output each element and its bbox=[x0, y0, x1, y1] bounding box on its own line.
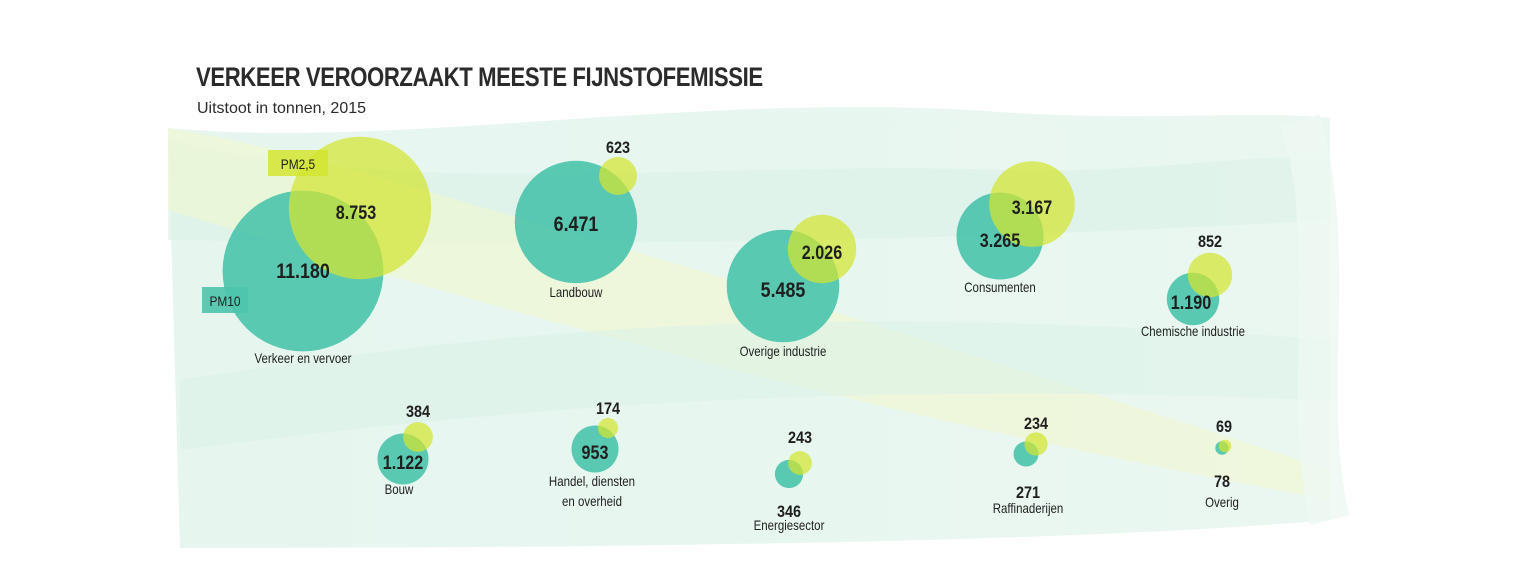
legend-pm25-label: PM2,5 bbox=[281, 156, 315, 172]
pm25-value-label: 8.753 bbox=[336, 202, 377, 224]
pm25-bubble bbox=[1218, 439, 1232, 453]
pm10-value-label: 3.265 bbox=[980, 230, 1021, 252]
pm25-value-label: 623 bbox=[606, 139, 630, 157]
category-label: Overig bbox=[1205, 494, 1239, 510]
pm10-value-label: 1.122 bbox=[383, 452, 424, 474]
pm10-value-label: 346 bbox=[777, 503, 801, 521]
pm10-value-label: 11.180 bbox=[276, 260, 330, 284]
pm25-bubble bbox=[1024, 432, 1048, 456]
category-label: Handel, diensten bbox=[549, 473, 635, 489]
category-label: Chemische industrie bbox=[1141, 323, 1245, 339]
pm25-bubble bbox=[788, 451, 812, 475]
pm25-value-label: 2.026 bbox=[802, 242, 843, 264]
legend-pm10-label: PM10 bbox=[209, 293, 240, 309]
pm25-value-label: 69 bbox=[1216, 418, 1232, 436]
category-label: Verkeer en vervoer bbox=[255, 350, 353, 366]
pm10-value-label: 271 bbox=[1016, 484, 1040, 502]
legend-pm25-swatch bbox=[268, 150, 328, 176]
pm25-bubble bbox=[787, 214, 857, 284]
category-label: Energiesector bbox=[754, 517, 825, 533]
pm25-value-label: 234 bbox=[1024, 415, 1048, 433]
pm10-value-label: 6.471 bbox=[554, 213, 599, 237]
category-label: Consumenten bbox=[964, 279, 1035, 295]
category-label: Overige industrie bbox=[740, 343, 827, 359]
pm25-bubble bbox=[1187, 252, 1233, 298]
category-label: en overheid bbox=[562, 493, 622, 509]
pm10-value-label: 1.190 bbox=[1171, 292, 1212, 314]
pm25-bubble bbox=[598, 418, 618, 438]
chart-subtitle: Uitstoot in tonnen, 2015 bbox=[197, 100, 367, 117]
pm10-bubble bbox=[514, 160, 638, 284]
pm25-bubble bbox=[989, 161, 1075, 247]
pm25-value-label: 852 bbox=[1198, 233, 1222, 251]
pm25-bubble bbox=[403, 422, 433, 452]
pm25-value-label: 243 bbox=[788, 429, 812, 447]
legend-pm10-swatch bbox=[202, 287, 248, 313]
pm25-value-label: 3.167 bbox=[1012, 197, 1053, 219]
category-label: Bouw bbox=[385, 481, 414, 497]
pm25-value-label: 384 bbox=[406, 403, 430, 421]
pm10-value-label: 78 bbox=[1214, 473, 1230, 491]
pm10-value-label: 953 bbox=[582, 442, 609, 464]
pm10-value-label: 5.485 bbox=[761, 279, 806, 303]
category-label: Landbouw bbox=[550, 284, 604, 300]
pm25-bubble bbox=[599, 157, 637, 195]
chart-title: VERKEER VEROORZAAKT MEESTE FIJNSTOFEMISS… bbox=[196, 62, 763, 92]
category-label: Raffinaderijen bbox=[993, 500, 1064, 516]
pm25-value-label: 174 bbox=[596, 400, 620, 418]
